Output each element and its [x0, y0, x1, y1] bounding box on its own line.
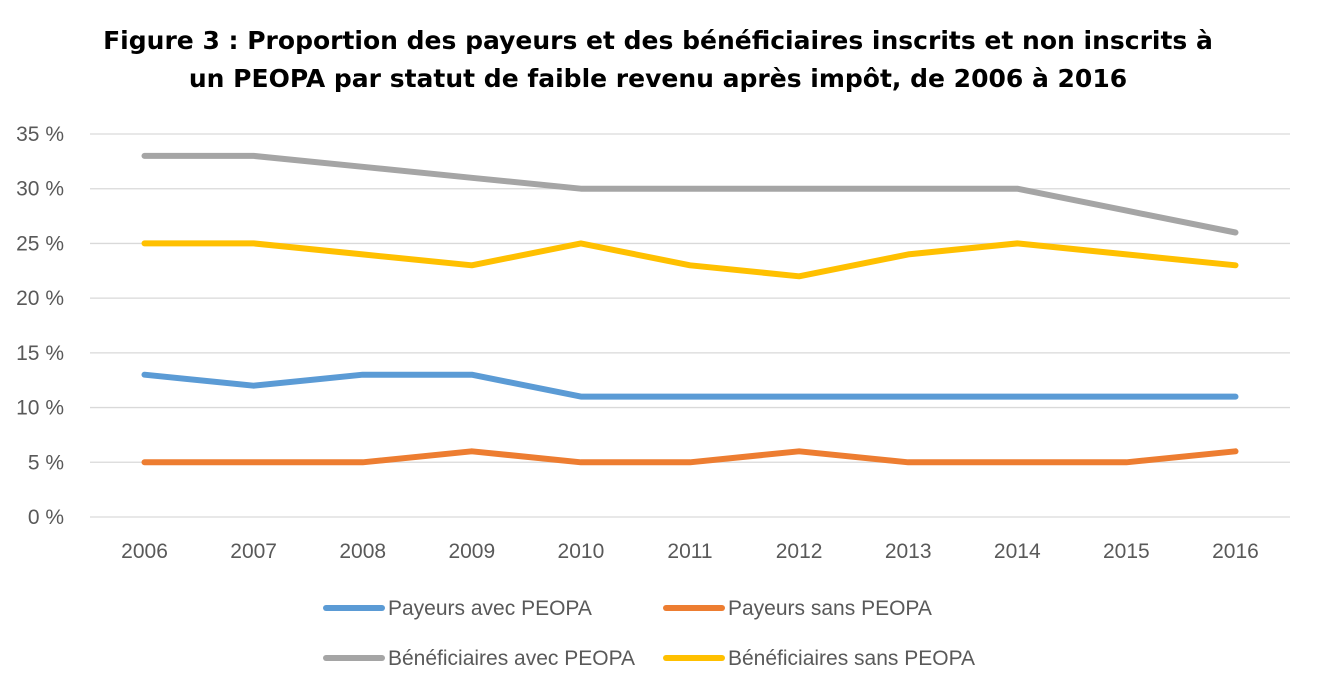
legend-item-3: Bénéficiaires sans PEOPA: [663, 647, 975, 670]
legend-item-0: Payeurs avec PEOPA: [323, 597, 592, 620]
y-tick-label: 25 %: [16, 232, 64, 255]
series-lines: [141, 152, 1239, 466]
x-tick-label: 2009: [448, 540, 495, 563]
x-tick-label: 2014: [994, 540, 1041, 563]
y-tick-label: 20 %: [16, 287, 64, 310]
legend: Payeurs avec PEOPA Payeurs sans PEOPA Béné…: [323, 597, 975, 670]
legend-item-2: Bénéficiaires avec PEOPA: [323, 647, 635, 670]
x-axis-ticks: 2006 2007 2008 2009 2010 2011 2012 2013 2014 2015…: [121, 540, 1259, 563]
y-tick-label: 10 %: [16, 397, 64, 420]
series-line-1: [141, 448, 1239, 466]
legend-label: Bénéficiaires avec PEOPA: [388, 647, 635, 670]
x-tick-label: 2008: [339, 540, 386, 563]
legend-label: Payeurs sans PEOPA: [728, 597, 932, 620]
x-tick-label: 2013: [885, 540, 932, 563]
legend-item-1: Payeurs sans PEOPA: [663, 597, 932, 620]
y-tick-label: 35 %: [16, 123, 64, 146]
y-axis-ticks: 0 % 5 % 10 % 15 % 20 % 25 % 30 % 35 %: [16, 123, 64, 529]
series-line-0: [141, 371, 1239, 400]
y-tick-label: 30 %: [16, 178, 64, 201]
chart-title: Figure 3 : Proportion des payeurs et des…: [0, 22, 1316, 98]
x-tick-label: 2010: [558, 540, 605, 563]
x-tick-label: 2011: [667, 540, 712, 563]
x-tick-label: 2006: [121, 540, 168, 563]
legend-label: Payeurs avec PEOPA: [388, 597, 592, 620]
series-line-3: [141, 240, 1239, 280]
x-tick-label: 2012: [776, 540, 823, 563]
x-tick-label: 2007: [230, 540, 277, 563]
legend-label: Bénéficiaires sans PEOPA: [728, 647, 975, 670]
x-tick-label: 2016: [1212, 540, 1259, 563]
y-tick-label: 5 %: [28, 451, 64, 474]
y-tick-label: 0 %: [28, 506, 64, 529]
chart-title-line-1: Figure 3 : Proportion des payeurs et des…: [103, 26, 1213, 55]
x-tick-label: 2015: [1103, 540, 1150, 563]
y-tick-label: 15 %: [16, 342, 64, 365]
chart-title-line-2: un PEOPA par statut de faible revenu apr…: [188, 64, 1128, 93]
series-line-2: [141, 152, 1239, 236]
